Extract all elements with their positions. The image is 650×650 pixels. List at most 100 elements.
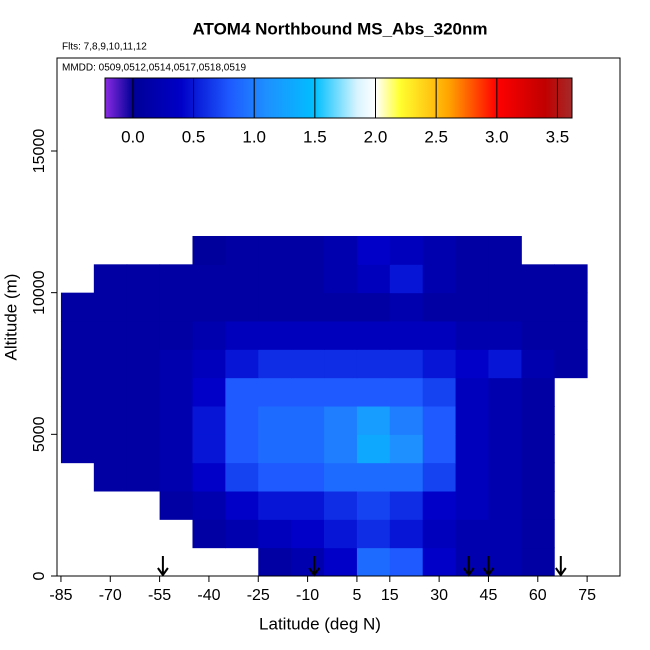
x-tick-label: -85 bbox=[49, 587, 72, 604]
heat-cell bbox=[521, 490, 555, 520]
heat-cell bbox=[455, 490, 489, 520]
heat-cell bbox=[554, 264, 588, 294]
heat-cell bbox=[389, 235, 424, 265]
colorbar-tick-label: 3.5 bbox=[546, 127, 570, 146]
heat-cell bbox=[488, 434, 522, 464]
heat-cell bbox=[159, 434, 193, 464]
heat-cell bbox=[225, 405, 259, 435]
heat-cell bbox=[258, 462, 292, 492]
x-tick-label: 15 bbox=[381, 587, 399, 604]
chart-title: ATOM4 Northbound MS_Abs_320nm bbox=[192, 19, 487, 38]
heat-cell bbox=[324, 264, 358, 294]
heat-cell bbox=[422, 377, 457, 407]
heat-cell bbox=[521, 405, 555, 435]
heat-cell bbox=[422, 547, 457, 577]
heat-cell bbox=[60, 292, 95, 322]
x-tick-label: -40 bbox=[197, 587, 220, 604]
heat-cell bbox=[389, 547, 424, 577]
heat-cell bbox=[488, 405, 522, 435]
heat-cell bbox=[93, 405, 128, 435]
flights-note: Flts: 7,8,9,10,11,12 bbox=[62, 42, 147, 53]
heat-cell bbox=[455, 320, 489, 350]
x-tick-label: -70 bbox=[99, 587, 122, 604]
heat-cell bbox=[324, 349, 358, 379]
heat-cell bbox=[159, 462, 193, 492]
arrow bbox=[554, 556, 567, 577]
colorbar-tick-label: 3.0 bbox=[485, 127, 509, 146]
heat-cell bbox=[521, 519, 555, 549]
heat-cell bbox=[159, 405, 193, 435]
heat-cell bbox=[356, 377, 391, 407]
heat-cell bbox=[389, 490, 424, 520]
arrow bbox=[157, 556, 169, 577]
heat-cell bbox=[126, 349, 161, 379]
heat-cell bbox=[258, 377, 292, 407]
heat-cell bbox=[554, 349, 588, 379]
heat-cell bbox=[521, 320, 555, 350]
colorbar-tick-label: 2.5 bbox=[424, 127, 448, 146]
heat-cell bbox=[192, 405, 226, 435]
heat-cell bbox=[126, 292, 161, 322]
heat-cell bbox=[324, 490, 358, 520]
heat-cell bbox=[455, 264, 489, 294]
heat-cell bbox=[356, 462, 391, 492]
heat-cell bbox=[521, 377, 555, 407]
heat-cell bbox=[225, 320, 259, 350]
heat-cell bbox=[422, 490, 457, 520]
heat-cell bbox=[60, 320, 95, 350]
x-tick-label: 60 bbox=[529, 587, 547, 604]
heat-cell bbox=[192, 320, 226, 350]
heat-cell bbox=[422, 292, 457, 322]
heat-cell bbox=[521, 434, 555, 464]
heat-cell bbox=[258, 405, 292, 435]
heat-cell bbox=[159, 490, 193, 520]
heat-cell bbox=[389, 519, 424, 549]
heat-cell bbox=[389, 264, 424, 294]
heat-cell bbox=[60, 349, 95, 379]
heat-cell bbox=[356, 519, 391, 549]
heat-cell bbox=[324, 519, 358, 549]
heat-cell bbox=[159, 292, 193, 322]
x-tick-label: 5 bbox=[352, 587, 361, 604]
heat-cell bbox=[554, 292, 588, 322]
heat-cell bbox=[455, 405, 489, 435]
heat-cell bbox=[455, 235, 489, 265]
heat-cell bbox=[291, 292, 325, 322]
colorbar-tick-label: 1.0 bbox=[242, 127, 266, 146]
heat-cell bbox=[93, 264, 128, 294]
heat-cell bbox=[521, 292, 555, 322]
heat-cell bbox=[488, 264, 522, 294]
heat-cell bbox=[225, 434, 259, 464]
heat-cell bbox=[126, 462, 161, 492]
heat-cell bbox=[488, 519, 522, 549]
plot-frame bbox=[56, 57, 621, 577]
x-tick-label: -55 bbox=[148, 587, 171, 604]
heat-cell bbox=[225, 377, 259, 407]
heat-cell bbox=[356, 349, 391, 379]
heat-cell bbox=[258, 349, 292, 379]
heat-cell bbox=[192, 235, 226, 265]
heat-cell bbox=[291, 349, 325, 379]
heat-cell bbox=[324, 405, 358, 435]
heat-cell bbox=[422, 462, 457, 492]
heat-cell bbox=[521, 349, 555, 379]
heat-cell bbox=[60, 405, 95, 435]
arrow bbox=[308, 556, 320, 577]
heat-cell bbox=[389, 434, 424, 464]
heat-cell bbox=[291, 235, 325, 265]
heat-cell bbox=[225, 235, 259, 265]
heat-cell bbox=[291, 320, 325, 350]
heat-cell bbox=[356, 434, 391, 464]
dates-note: MMDD: 0509,0512,0514,0517,0518,0519 bbox=[62, 63, 246, 74]
heat-cell bbox=[488, 462, 522, 492]
heat-cell bbox=[159, 377, 193, 407]
heat-cell bbox=[291, 405, 325, 435]
heat-cell bbox=[291, 547, 325, 577]
heat-cell bbox=[488, 547, 522, 577]
heat-cell bbox=[488, 490, 522, 520]
heat-cell bbox=[159, 320, 193, 350]
heat-cell bbox=[455, 377, 489, 407]
heat-cell bbox=[521, 547, 555, 577]
y-axis-label: Altitude (m) bbox=[1, 274, 20, 361]
